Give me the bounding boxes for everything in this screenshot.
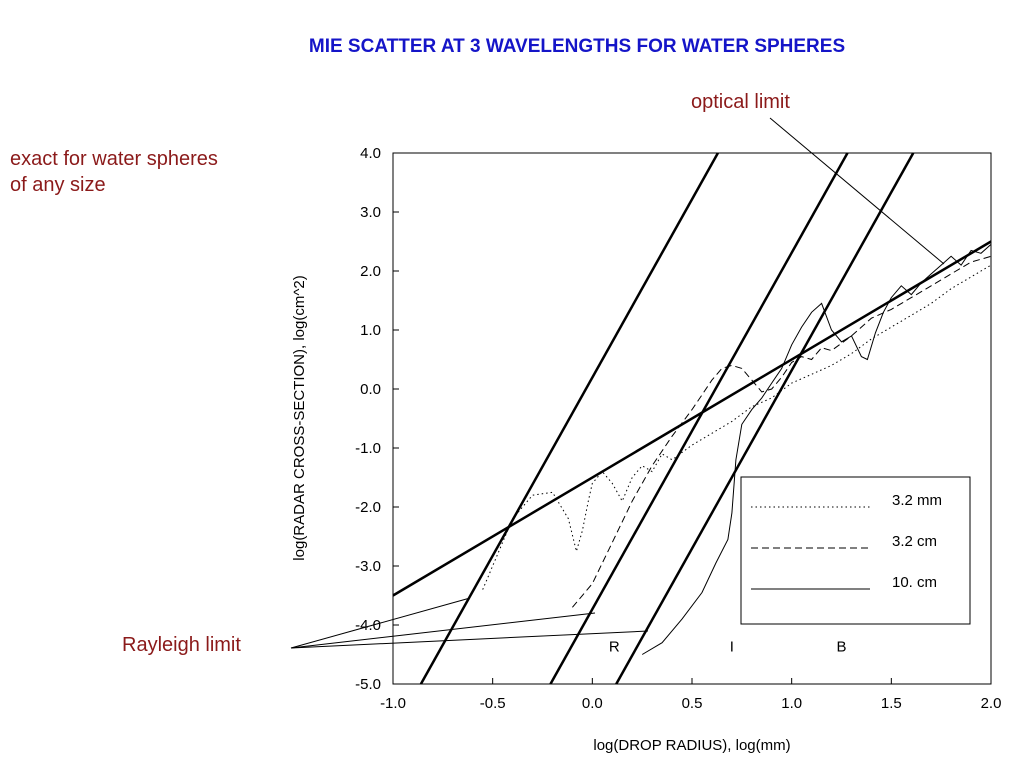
y-tick-label: 4.0: [360, 145, 381, 162]
legend: 3.2 mm 3.2 cm 10. cm: [740, 476, 971, 625]
x-axis-label: log(DROP RADIUS), log(mm): [593, 737, 790, 754]
legend-label: 10. cm: [892, 574, 937, 591]
series-line-10-cm: [641, 244, 992, 655]
exact-annotation: exact for water spheres of any size: [10, 146, 218, 198]
y-tick-label: -3.0: [355, 558, 381, 575]
y-tick-label: -4.0: [355, 617, 381, 634]
chart-title: MIE SCATTER AT 3 WAVELENGTHS FOR WATER S…: [308, 36, 846, 57]
y-axis: 4.0 3.0 2.0 1.0 0.0 -1.0 -2.0 -3.0 -4.0 -5.0: [355, 145, 399, 693]
optical-limit-annotation: optical limit: [691, 91, 790, 113]
legend-box: [740, 476, 971, 625]
x-tick-label: 0.0: [582, 695, 603, 712]
series-line-3-2-mm: [482, 264, 992, 590]
exact-annotation-line-1: exact for water spheres: [10, 148, 218, 170]
y-tick-label: 0.0: [360, 381, 381, 398]
y-tick-label: -5.0: [355, 676, 381, 693]
rayleigh-callout-line: [290, 597, 471, 649]
exact-annotation-line-2: of any size: [10, 174, 106, 196]
legend-label: 3.2 mm: [892, 492, 942, 509]
x-tick-label: 1.0: [781, 695, 802, 712]
rayleigh-callout-line: [290, 630, 649, 649]
rayleigh-limit-line: [419, 152, 720, 685]
optical-limit-line: [392, 240, 992, 597]
y-axis-label: log(RADAR CROSS-SECTION), log(cm^2): [291, 275, 308, 560]
y-tick-label: 2.0: [360, 263, 381, 280]
region-label: B: [836, 639, 846, 656]
legend-label: 3.2 cm: [892, 533, 937, 550]
region-label: I: [730, 639, 734, 656]
y-tick-label: -2.0: [355, 499, 381, 516]
series-line-3-2-cm: [572, 255, 992, 608]
x-tick-label: -1.0: [380, 695, 406, 712]
rayleigh-limit-line: [615, 152, 915, 685]
y-tick-label: -1.0: [355, 440, 381, 457]
rayleigh-limit-line: [549, 152, 849, 685]
callout-lines: [290, 117, 945, 649]
plot-area: [392, 152, 992, 685]
x-tick-label: 1.5: [881, 695, 902, 712]
x-tick-label: 0.5: [682, 695, 703, 712]
y-tick-label: 1.0: [360, 322, 381, 339]
x-tick-label: -0.5: [480, 695, 506, 712]
optical-callout-line: [769, 117, 945, 265]
y-tick-label: 3.0: [360, 204, 381, 221]
rayleigh-limit-annotation: Rayleigh limit: [122, 634, 241, 656]
rayleigh-callout-line: [290, 612, 596, 649]
x-axis: -1.0 -0.5 0.0 0.5 1.0 1.5 2.0: [380, 678, 1001, 712]
x-tick-label: 2.0: [981, 695, 1002, 712]
region-label: R: [609, 639, 620, 656]
